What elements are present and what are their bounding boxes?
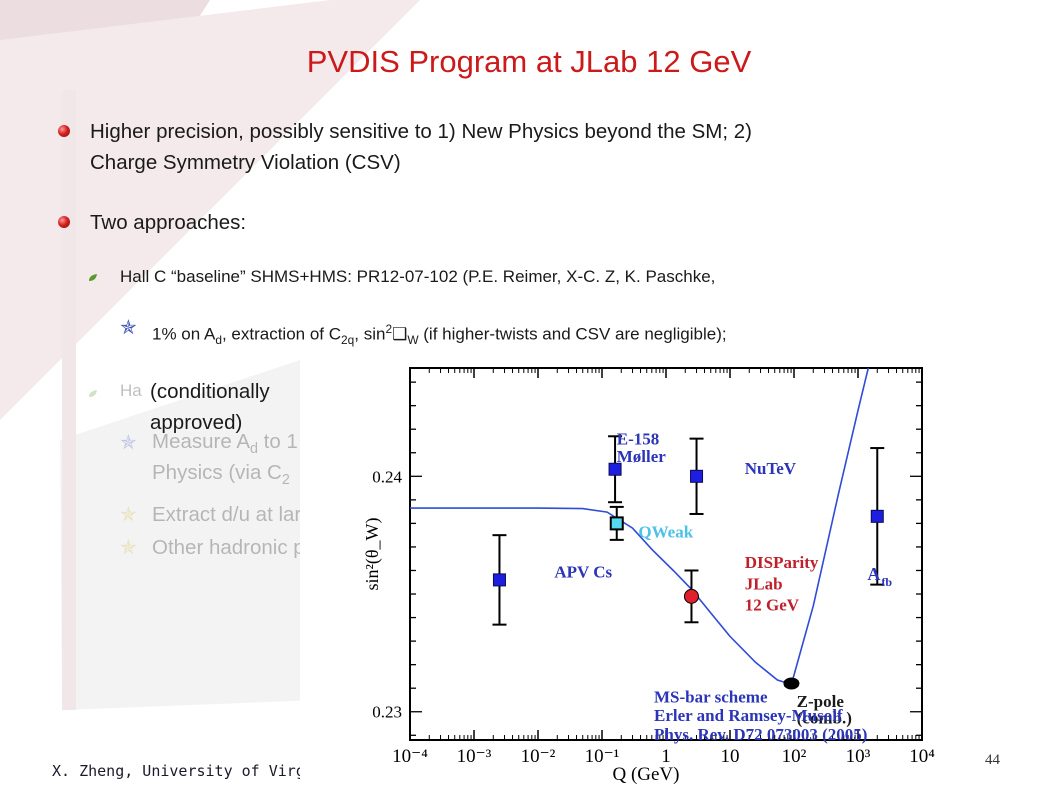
faded-item-measure: Measure Ad to 1 bbox=[152, 430, 298, 458]
note-line-2: approved) bbox=[150, 411, 243, 434]
chart-annotation: (comb.) bbox=[797, 709, 852, 728]
x-tick-label: 10⁻² bbox=[521, 746, 556, 767]
leaf-bullet-icon bbox=[89, 390, 97, 397]
star-bullet-icon: ✯ bbox=[120, 537, 137, 559]
star-bullet-icon: ✯ bbox=[120, 317, 137, 339]
x-tick-label: 10 bbox=[721, 746, 740, 767]
y-tick-label: 0.24 bbox=[372, 467, 402, 486]
x-tick-label: 10⁻¹ bbox=[585, 746, 620, 767]
footer-author: X. Zheng, University of Virginia bbox=[52, 762, 341, 780]
running-sin2-curve bbox=[410, 367, 870, 686]
note-line-1: (conditionally bbox=[150, 380, 270, 403]
x-axis-label: Q (GeV) bbox=[612, 764, 679, 785]
y-axis-label: sin²(θ_W) bbox=[362, 517, 383, 590]
sub-item-precision: 1% on Ad, extraction of C2q, sin2❑W (if … bbox=[152, 322, 727, 348]
x-tick-label: 1 bbox=[661, 746, 671, 767]
data-point bbox=[690, 469, 704, 483]
bullet-1-line-2: Charge Symmetry Violation (CSV) bbox=[90, 151, 401, 174]
afb-label: A bbox=[867, 564, 880, 584]
x-tick-label: 10⁴ bbox=[909, 746, 935, 767]
x-tick-label: 10⁻⁴ bbox=[392, 746, 428, 767]
chart-annotation: QWeak bbox=[638, 523, 693, 542]
chart-annotation: APV Cs bbox=[554, 563, 612, 582]
bullet-icon bbox=[58, 125, 70, 137]
chart-annotation: E-158 bbox=[617, 430, 660, 449]
chart-annotation: Phys. Rev. D72 073003 (2005) bbox=[654, 725, 867, 744]
chart-annotation: JLab bbox=[745, 574, 783, 593]
leaf-bullet-icon bbox=[89, 274, 97, 281]
bullet-1-line-1: Higher precision, possibly sensitive to … bbox=[90, 120, 752, 143]
chart-annotation: MS-bar scheme bbox=[654, 687, 768, 706]
afb-label-sub: fb bbox=[881, 575, 892, 589]
y-tick-label: 0.23 bbox=[372, 703, 402, 722]
chart-annotation: 12 GeV bbox=[745, 596, 800, 615]
bullet-2: Two approaches: bbox=[90, 211, 247, 234]
chart-annotation: Z-pole bbox=[797, 692, 845, 711]
sub-bullet-hall-c: Hall C “baseline” SHMS+HMS: PR12-07-102 … bbox=[120, 267, 716, 286]
bullet-icon bbox=[58, 216, 70, 228]
data-point bbox=[783, 677, 800, 690]
data-point bbox=[870, 509, 884, 523]
data-point bbox=[609, 516, 624, 531]
chart-annotation: NuTeV bbox=[745, 459, 797, 478]
star-bullet-icon: ✯ bbox=[120, 432, 137, 454]
page-number: 44 bbox=[985, 752, 1000, 768]
faded-item-physics: Physics (via C2 bbox=[152, 461, 290, 489]
conditionally-approved-note: (conditionally approved) bbox=[150, 376, 270, 438]
chart-panel: 10⁻⁴ 10⁻³ 10⁻² 10⁻¹ 1 10 10² 10³ 10⁴ 0.24 0.23 Q (G… bbox=[300, 362, 960, 794]
faded-item-extract: Extract d/u at lar bbox=[152, 503, 302, 526]
data-point bbox=[683, 588, 699, 604]
data-point bbox=[492, 573, 506, 587]
x-tick-label: 10² bbox=[782, 746, 807, 767]
data-point bbox=[608, 462, 622, 476]
chart-annotation: Møller bbox=[617, 447, 667, 466]
chart-annotation: DISParity bbox=[745, 553, 819, 572]
star-bullet-icon: ✯ bbox=[120, 504, 137, 526]
slide-title: PVDIS Program at JLab 12 GeV bbox=[306, 44, 752, 79]
weak-mixing-angle-chart: 10⁻⁴ 10⁻³ 10⁻² 10⁻¹ 1 10 10² 10³ 10⁴ 0.24 0.23 Q (G… bbox=[362, 367, 935, 785]
x-tick-label: 10³ bbox=[846, 746, 871, 767]
x-tick-label: 10⁻³ bbox=[457, 746, 492, 767]
plot-frame bbox=[409, 367, 923, 741]
faded-item-hadronic: Other hadronic p bbox=[152, 536, 305, 559]
chart-annotation: Erler and Ramsey-Musolf bbox=[654, 706, 843, 725]
